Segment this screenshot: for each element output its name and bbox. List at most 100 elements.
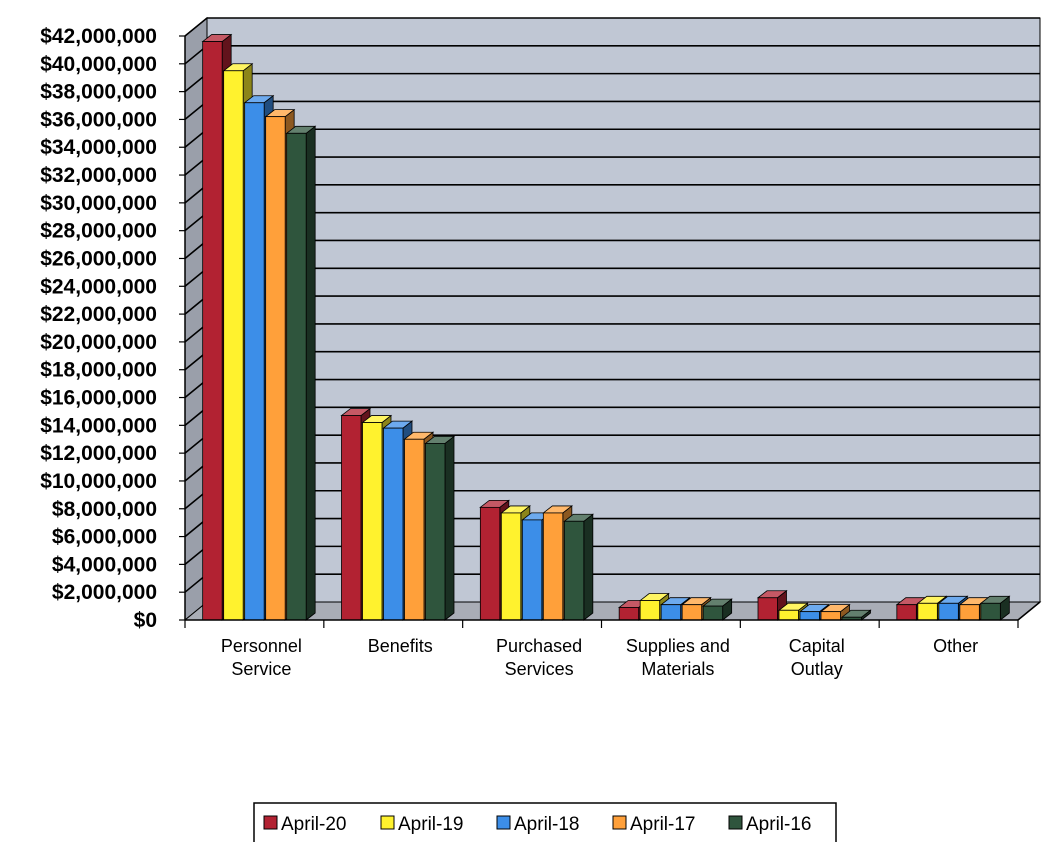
bar-front: [917, 602, 938, 621]
x-tick-label-line: Services: [505, 659, 574, 679]
legend-label: April-16: [746, 814, 811, 835]
y-tick-label: $10,000,000: [40, 470, 157, 493]
bar-front: [425, 443, 446, 621]
y-tick-label: $26,000,000: [40, 247, 157, 270]
legend-item: April-18: [496, 814, 579, 835]
x-tick-label-line: Materials: [641, 659, 714, 679]
y-tick-label: $14,000,000: [40, 414, 157, 437]
x-tick-label-line: Personnel: [221, 636, 302, 656]
x-tick-label: Purchased Services: [496, 636, 582, 679]
bar-front: [223, 70, 244, 621]
bar-front: [980, 602, 1001, 621]
y-tick-label: $22,000,000: [40, 303, 157, 326]
legend-item: April-19: [380, 814, 463, 835]
bar-front: [244, 102, 265, 621]
x-tick-label-line: Purchased: [496, 636, 582, 656]
y-tick-label: $40,000,000: [40, 53, 157, 76]
bar-front: [202, 41, 223, 621]
y-tick-label: $30,000,000: [40, 192, 157, 215]
bar-front: [479, 506, 501, 621]
x-tick-label-line: Outlay: [791, 659, 843, 679]
y-tick-label: $34,000,000: [40, 136, 157, 159]
x-tick-label-line: Benefits: [368, 636, 433, 656]
y-tick-label: $38,000,000: [40, 81, 157, 104]
legend-swatch: [496, 815, 511, 830]
x-tick-label: Benefits: [368, 636, 433, 656]
legend-item: April-16: [728, 814, 811, 835]
bar-front: [500, 512, 522, 621]
x-axis-depth: [1017, 601, 1041, 621]
bar: [756, 589, 788, 621]
bar-front: [563, 520, 585, 621]
y-tick-label: $20,000,000: [40, 331, 157, 354]
bar: [424, 435, 456, 621]
legend-label: April-20: [281, 814, 346, 835]
legend-label: April-17: [630, 814, 695, 835]
legend-label: April-19: [398, 814, 463, 835]
bar-front: [265, 116, 286, 621]
x-tick-label: Supplies and Materials: [626, 636, 730, 679]
bar-front: [799, 611, 820, 621]
legend-item: April-20: [263, 814, 346, 835]
y-tick-label: $36,000,000: [40, 108, 157, 131]
legend-swatch: [263, 815, 278, 830]
bar-front: [521, 519, 543, 621]
y-tick-label: $8,000,000: [52, 498, 157, 521]
y-tick-label: $32,000,000: [40, 164, 157, 187]
bar: [702, 598, 733, 621]
bar-front: [681, 604, 703, 621]
y-tick-label: $18,000,000: [40, 359, 157, 382]
bar-front: [702, 605, 724, 621]
bar-side: [305, 125, 316, 621]
y-tick-label: $42,000,000: [40, 25, 157, 48]
y-tick-label: $0: [134, 609, 157, 632]
bar: [979, 595, 1011, 621]
bar-side: [583, 513, 594, 621]
y-tick-label: $16,000,000: [40, 387, 157, 410]
gridline: [184, 17, 1040, 37]
y-tick-label: $2,000,000: [52, 581, 157, 604]
bar-front: [286, 132, 307, 621]
x-tick-label-line: Service: [231, 659, 291, 679]
bar-side: [444, 435, 455, 621]
legend-swatch: [380, 815, 395, 830]
x-tick-label-line: Supplies and: [626, 636, 730, 656]
bar-front: [383, 427, 404, 621]
x-tick-label-line: Other: [933, 636, 978, 656]
bar-front: [660, 604, 682, 621]
bar-front: [896, 604, 917, 621]
y-axis: $0 $2,000,000 $4,000,000 $6,000,000 $8,000,0…: [40, 25, 186, 632]
bar: [563, 513, 594, 621]
y-tick-label: $12,000,000: [40, 442, 157, 465]
x-tick-label: Capital Outlay: [789, 636, 845, 679]
bar-front: [938, 602, 959, 621]
bars: [201, 33, 1011, 621]
y-tick-label: $28,000,000: [40, 220, 157, 243]
legend-label: April-18: [514, 814, 579, 835]
y-tick-label: $6,000,000: [52, 526, 157, 549]
bar-front: [959, 604, 980, 621]
bar-front: [362, 422, 383, 621]
legend-swatch: [728, 815, 743, 830]
bar-front: [404, 438, 425, 621]
x-tick-label: Other: [933, 636, 978, 656]
x-tick-label: Personnel Service: [221, 636, 302, 679]
x-tick-label-line: Capital: [789, 636, 845, 656]
bar-front: [542, 512, 564, 621]
bar: [840, 609, 872, 621]
bar-front: [778, 609, 799, 621]
bar: [285, 125, 317, 621]
legend: April-20 April-19 April-18 April-17 April-16: [253, 802, 837, 842]
y-tick-label: $4,000,000: [52, 553, 157, 576]
legend-item: April-17: [612, 814, 695, 835]
x-axis: Personnel Service Benefits Purchased Service…: [184, 601, 1041, 679]
bar-front: [341, 415, 362, 621]
bar-front: [618, 607, 640, 621]
bar-front: [639, 600, 661, 621]
bar-front: [757, 597, 778, 621]
y-tick-label: $24,000,000: [40, 275, 157, 298]
back-wall: [206, 17, 1041, 603]
bar-front: [820, 611, 841, 621]
legend-swatch: [612, 815, 627, 830]
